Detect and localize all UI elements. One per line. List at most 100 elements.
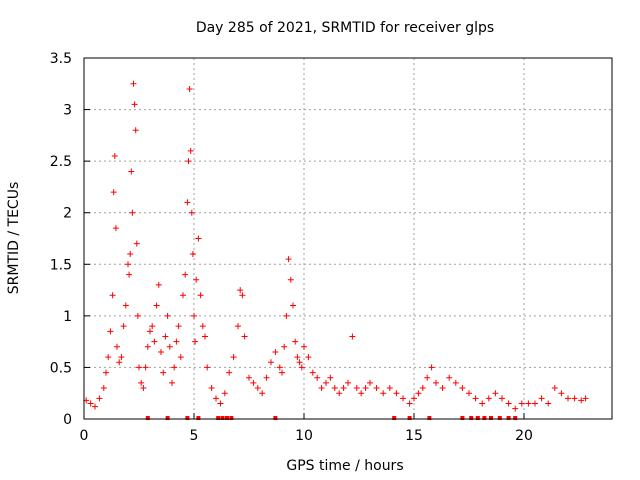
data-point — [127, 250, 134, 257]
data-point — [446, 374, 453, 381]
data-point — [485, 395, 492, 402]
data-point — [129, 209, 136, 216]
data-point — [173, 338, 180, 345]
data-point — [186, 85, 193, 92]
data-point — [254, 385, 261, 392]
data-point — [138, 379, 145, 386]
zero-marker — [185, 416, 190, 420]
data-point — [128, 168, 135, 175]
data-point — [472, 395, 479, 402]
y-axis-label: SRMTID / TECUs — [6, 182, 22, 295]
data-point — [283, 312, 290, 319]
data-points — [83, 80, 589, 412]
data-point — [120, 323, 127, 330]
data-point — [241, 333, 248, 340]
zero-marker — [145, 416, 150, 420]
data-point — [110, 189, 117, 196]
data-point — [111, 152, 118, 159]
data-point — [331, 385, 338, 392]
data-point — [466, 390, 472, 397]
data-point — [367, 379, 373, 386]
data-point — [155, 281, 162, 288]
y-tick-label: 2.5 — [50, 154, 72, 170]
data-point — [221, 390, 228, 397]
data-point — [419, 385, 426, 392]
data-point — [571, 395, 578, 402]
data-point — [131, 101, 138, 108]
data-point — [184, 199, 191, 206]
data-point — [230, 354, 237, 361]
zero-marker — [229, 416, 234, 420]
data-point — [204, 364, 211, 371]
data-point — [400, 395, 406, 402]
data-point — [239, 292, 246, 299]
data-point — [246, 374, 252, 381]
zero-marker — [460, 416, 465, 420]
data-point — [362, 385, 369, 392]
data-point — [380, 390, 387, 397]
zero-marker — [482, 416, 487, 420]
data-point — [439, 385, 446, 392]
data-point — [105, 354, 112, 361]
y-tick-label: 3.5 — [50, 51, 72, 67]
zero-marker — [273, 416, 278, 420]
data-point — [538, 395, 545, 402]
data-point — [166, 343, 173, 350]
data-point — [195, 235, 202, 242]
data-point — [298, 364, 305, 371]
data-point — [393, 390, 400, 397]
data-point — [323, 379, 329, 386]
data-point — [415, 390, 422, 397]
ticks: 0 5 10 15 20 0 0.5 1 1.5 2 2.5 3 3.5 — [50, 51, 533, 444]
data-point — [188, 209, 195, 216]
data-point — [345, 379, 351, 386]
data-point — [237, 287, 244, 294]
data-point — [118, 354, 125, 361]
data-point — [107, 328, 114, 335]
data-point — [122, 302, 129, 309]
data-point — [158, 348, 164, 355]
data-point — [565, 395, 571, 402]
data-point — [287, 276, 294, 283]
data-point — [452, 379, 459, 386]
data-point — [164, 312, 171, 319]
data-point — [92, 403, 98, 410]
data-point — [532, 400, 538, 407]
data-point — [505, 400, 512, 407]
data-point — [424, 374, 431, 381]
data-point — [96, 395, 103, 402]
data-point — [281, 343, 288, 350]
y-tick-label: 0 — [63, 412, 72, 428]
data-point — [213, 395, 219, 402]
data-point — [180, 292, 186, 299]
data-point — [125, 261, 131, 268]
x-tick-label: 20 — [515, 428, 533, 444]
data-point — [160, 369, 167, 376]
zero-marker — [165, 416, 170, 420]
x-tick-label: 5 — [190, 428, 199, 444]
data-point — [479, 400, 486, 407]
data-point — [208, 385, 215, 392]
zero-marker — [506, 416, 511, 420]
y-tick-label: 2 — [63, 206, 72, 222]
data-point — [182, 271, 189, 278]
data-point — [263, 374, 270, 381]
zero-marker — [475, 416, 480, 420]
data-point — [199, 323, 206, 330]
data-point — [296, 359, 303, 366]
data-point — [116, 359, 123, 366]
data-point — [578, 397, 585, 404]
data-point — [349, 333, 356, 340]
data-point — [318, 385, 325, 392]
data-point — [309, 369, 316, 376]
y-tick-label: 0.5 — [50, 360, 72, 376]
data-point — [151, 338, 158, 345]
data-point — [558, 390, 565, 397]
plot-frame — [83, 57, 613, 420]
x-axis-label: GPS time / hours — [286, 458, 403, 474]
data-point — [518, 400, 525, 407]
data-point — [294, 354, 301, 361]
y-tick-label: 1 — [63, 309, 72, 325]
y-tick-label: 1.5 — [50, 257, 72, 273]
